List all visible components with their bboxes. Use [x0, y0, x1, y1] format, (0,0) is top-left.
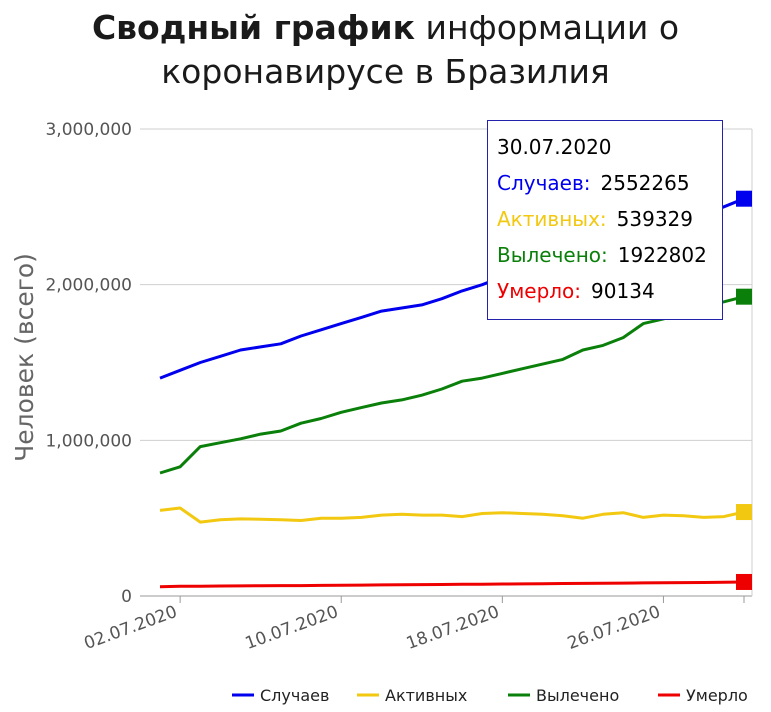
tooltip-row: Активных: 539329	[497, 201, 722, 237]
tooltip-row: Вылечено: 1922802	[497, 237, 722, 273]
tooltip-rows: Случаев: 2552265 Активных: 539329 Вылечено: 1…	[497, 165, 722, 309]
legend-label-4: Умерло	[686, 686, 748, 705]
tooltip-label: Вылечено:	[497, 243, 608, 267]
x-tick-label: 02.07.2020	[82, 602, 180, 654]
y-axis-label: Человек (всего)	[10, 253, 39, 462]
tooltip-date: 30.07.2020	[497, 135, 612, 159]
series-end-marker-1	[736, 190, 752, 207]
tooltip-value: 2552265	[600, 171, 690, 195]
y-tick-label: 2,000,000	[45, 276, 132, 296]
series-line-3	[159, 295, 745, 475]
tooltip-value: 90134	[591, 279, 655, 303]
tooltip-value: 1922802	[617, 243, 707, 267]
tooltip-value: 539329	[616, 207, 693, 231]
y-tick-label: 0	[121, 587, 132, 607]
legend-label-1: Случаев	[260, 686, 329, 705]
series-end-marker-2	[736, 504, 752, 521]
x-tick-label: 18.07.2020	[404, 602, 502, 654]
chart-title-rest: информации о	[415, 8, 680, 47]
tooltip-label: Активных:	[497, 207, 607, 231]
tooltip-row: Умерло: 90134	[497, 273, 722, 309]
series-end-marker-4	[736, 573, 752, 590]
x-tick-label: 26.07.2020	[565, 602, 663, 654]
series-line-4	[159, 580, 745, 589]
chart-title-bold: Сводный график	[91, 8, 416, 47]
series-end-marker-3	[736, 288, 752, 305]
chart-title: Сводный график информации о коронавирусе…	[0, 6, 771, 94]
y-tick-label: 3,000,000	[45, 120, 132, 140]
tooltip: 30.07.2020 Случаев: 2552265 Активных: 53932…	[487, 120, 723, 320]
chart-title-line2: коронавирусе в Бразилия	[161, 52, 610, 91]
tooltip-label: Случаев:	[497, 171, 591, 195]
legend-label-2: Активных	[385, 686, 467, 705]
tooltip-row: Случаев: 2552265	[497, 165, 722, 201]
y-tick-label: 1,000,000	[45, 431, 132, 451]
series-line-2	[159, 506, 745, 524]
x-tick-label: 10.07.2020	[243, 602, 341, 654]
tooltip-label: Умерло:	[497, 279, 582, 303]
legend-label-3: Вылечено	[536, 686, 619, 705]
